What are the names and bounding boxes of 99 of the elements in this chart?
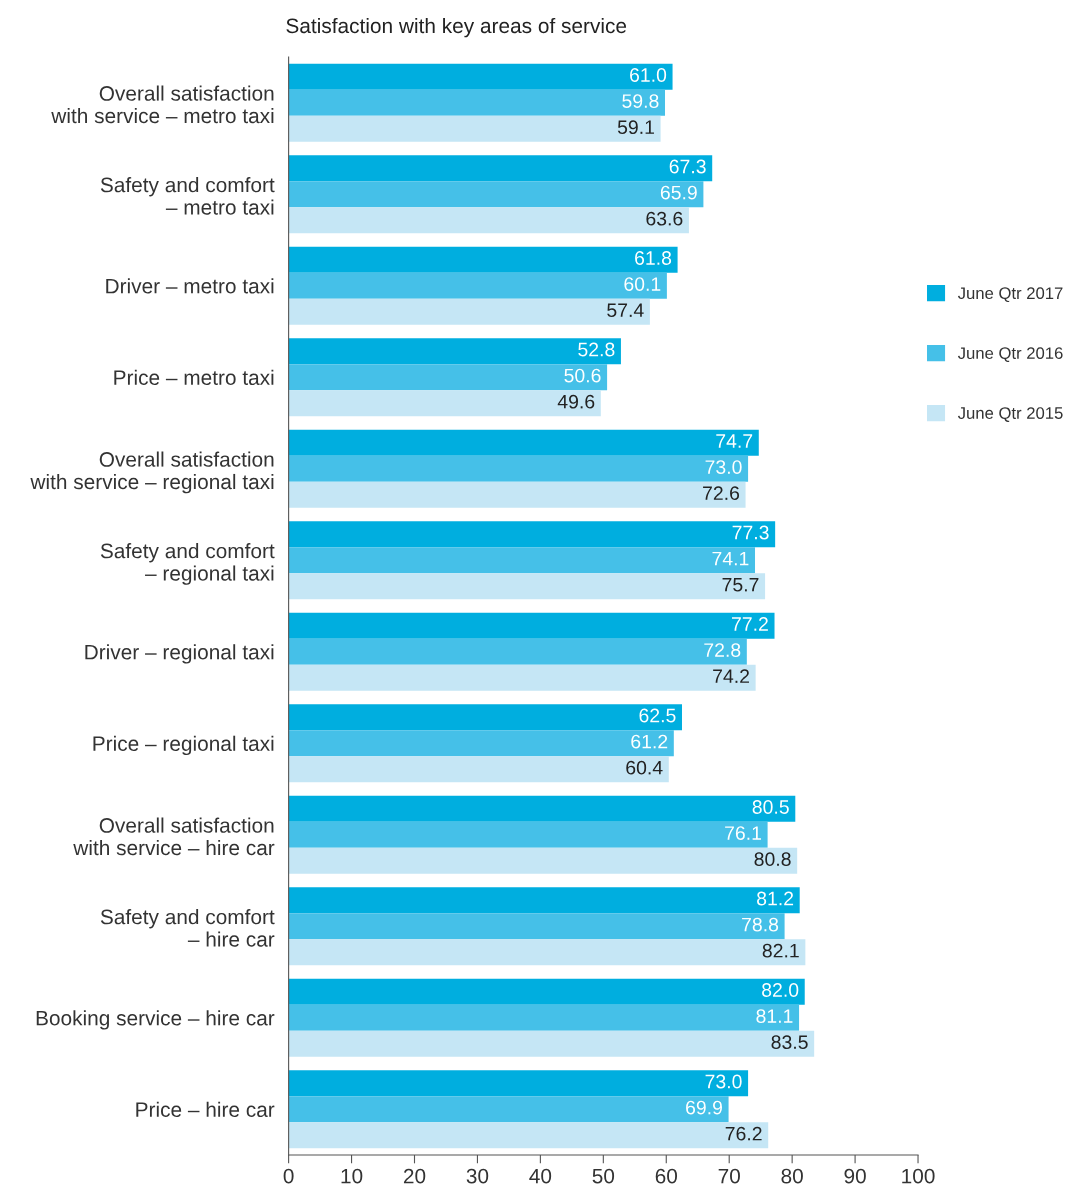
- bar: [288, 272, 667, 299]
- data-label: 77.3: [732, 525, 769, 540]
- x-tick-label: 60: [655, 1168, 678, 1184]
- data-label: 62.5: [639, 708, 676, 723]
- data-label: 73.0: [705, 1074, 742, 1089]
- bar: [288, 612, 775, 639]
- bar: [288, 155, 713, 182]
- x-tick-label: 90: [844, 1168, 866, 1184]
- y-tick-label: Overall satisfaction with service – hire car: [73, 817, 275, 856]
- x-tick-label: 0: [283, 1168, 294, 1184]
- bar: [288, 481, 746, 508]
- bar: [288, 207, 689, 234]
- bar: [288, 939, 806, 966]
- bar: [288, 573, 766, 600]
- chart-title: Satisfaction with key areas of service: [286, 17, 627, 38]
- y-tick-label: Price – hire car: [136, 1101, 275, 1117]
- data-label: 74.2: [713, 669, 749, 683]
- bar: [288, 821, 768, 848]
- bar: [288, 1070, 749, 1097]
- data-label: 52.8: [578, 342, 615, 357]
- bar: [288, 847, 798, 874]
- x-tick-label: 70: [718, 1168, 740, 1184]
- legend-label: June Qtr 2017: [957, 287, 1063, 303]
- x-tick-label: 10: [341, 1168, 363, 1184]
- data-label: 49.6: [557, 394, 595, 409]
- data-label: 73.0: [705, 460, 742, 474]
- data-label: 80.8: [754, 852, 791, 867]
- y-tick-label: Booking service – hire car: [36, 1010, 275, 1030]
- y-tick-label: Safety and comfort – hire car: [100, 908, 275, 947]
- data-label: 72.8: [704, 643, 741, 657]
- legend-label: June Qtr 2015: [957, 407, 1063, 422]
- data-label: 75.7: [722, 577, 759, 592]
- data-label: 82.1: [762, 943, 799, 958]
- bar: [288, 429, 759, 456]
- bar: [288, 978, 805, 1005]
- y-tick-label: Overall satisfaction with service – regional taxi: [30, 451, 274, 494]
- data-label: 67.3: [669, 159, 706, 174]
- bar: [288, 364, 608, 391]
- x-tick-label: 80: [781, 1168, 803, 1184]
- bar: [288, 664, 756, 691]
- y-tick-label: Price – metro taxi: [114, 369, 274, 385]
- bar: [288, 455, 749, 482]
- data-label: 76.1: [725, 826, 761, 840]
- y-tick-label: Overall satisfaction with service – metro taxi: [51, 85, 274, 124]
- data-label: 59.1: [617, 120, 654, 135]
- y-tick-label: Price – regional taxi: [93, 735, 274, 756]
- bar: [288, 298, 650, 325]
- bar: [288, 730, 674, 757]
- data-label: 63.6: [646, 211, 683, 226]
- x-tick-label: 100: [902, 1168, 935, 1184]
- data-label: 65.9: [660, 185, 697, 200]
- bar: [288, 1004, 800, 1031]
- data-label: 81.1: [756, 1009, 793, 1023]
- data-label: 60.1: [624, 277, 661, 291]
- data-label: 81.2: [757, 891, 794, 906]
- bar: [288, 89, 666, 116]
- bar: [288, 704, 682, 731]
- legend-label: June Qtr 2016: [957, 347, 1063, 362]
- bar: [288, 338, 621, 365]
- data-label: 74.7: [716, 434, 753, 448]
- data-label: 78.8: [742, 917, 779, 932]
- data-label: 69.9: [686, 1100, 722, 1115]
- data-label: 80.5: [752, 800, 789, 814]
- x-tick-label: 30: [466, 1168, 489, 1184]
- bar: [288, 1096, 729, 1123]
- bar: [288, 638, 747, 665]
- data-label: 57.4: [607, 303, 644, 318]
- data-label: 59.8: [622, 94, 659, 108]
- bar: [288, 181, 704, 208]
- bar: [288, 913, 785, 940]
- y-tick-label: Driver – metro taxi: [106, 278, 274, 294]
- bar: [288, 547, 756, 574]
- bar: [288, 521, 776, 548]
- data-label: 61.2: [631, 734, 668, 749]
- bar: [288, 1122, 769, 1149]
- data-label: 61.8: [635, 251, 672, 265]
- bar: [288, 390, 601, 417]
- bar: [288, 795, 796, 822]
- data-label: 74.1: [712, 551, 749, 566]
- x-tick-label: 20: [403, 1168, 426, 1184]
- y-tick-label: Safety and comfort – metro taxi: [100, 176, 275, 215]
- data-label: 72.6: [703, 486, 740, 501]
- y-tick-label: Safety and comfort – regional taxi: [100, 542, 275, 585]
- data-label: 61.0: [630, 68, 667, 82]
- data-label: 76.2: [725, 1126, 762, 1141]
- data-label: 60.4: [626, 760, 663, 775]
- data-label: 77.2: [732, 617, 768, 631]
- bar: [288, 887, 800, 914]
- bar: [288, 115, 661, 142]
- y-tick-label: Driver – regional taxi: [85, 644, 274, 664]
- x-tick-label: 40: [529, 1168, 552, 1184]
- data-label: 83.5: [771, 1035, 808, 1050]
- bar: [288, 1030, 815, 1057]
- data-label: 50.6: [564, 368, 601, 383]
- bar: [288, 756, 669, 783]
- bar: [288, 246, 678, 273]
- data-label: 82.0: [762, 983, 799, 997]
- bar: [288, 63, 673, 90]
- x-tick-label: 50: [592, 1168, 615, 1184]
